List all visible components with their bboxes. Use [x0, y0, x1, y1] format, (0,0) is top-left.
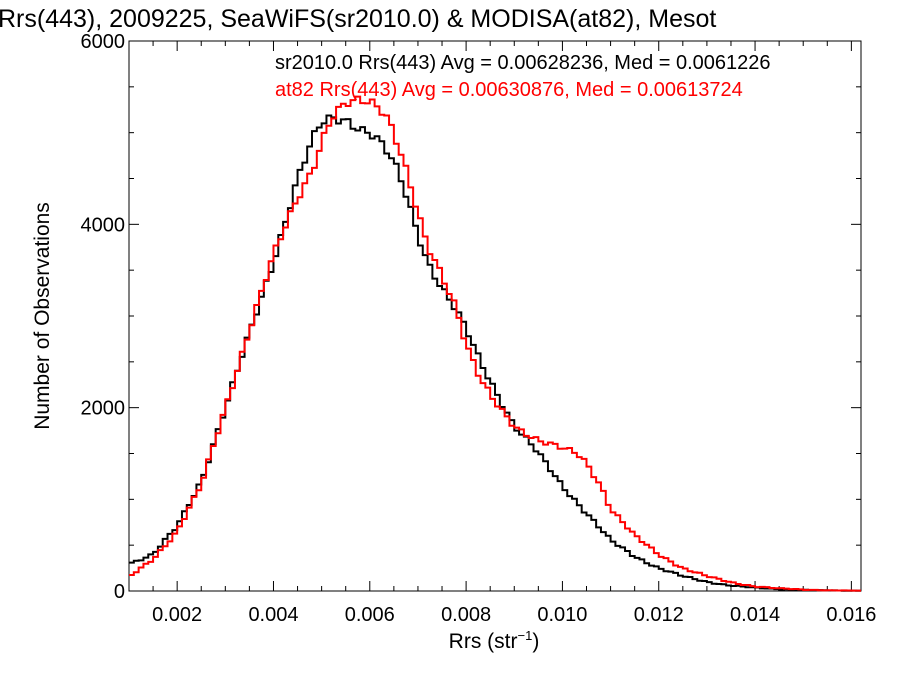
x-tick-label: 0.006 — [345, 604, 395, 626]
x-axis-label-close: ) — [532, 630, 539, 653]
chart-title: Rrs(443), 2009225, SeaWiFS(sr2010.0) & M… — [0, 5, 716, 33]
x-tick-label: 0.002 — [152, 604, 202, 626]
x-tick-label: 0.014 — [730, 604, 780, 626]
y-tick-label: 4000 — [81, 214, 126, 236]
x-tick-label: 0.010 — [537, 604, 587, 626]
x-axis-label-main: Rrs (str — [449, 630, 518, 653]
y-tick-label: 6000 — [81, 31, 126, 53]
y-tick-label: 0 — [114, 581, 125, 603]
series-line-at82 — [129, 95, 861, 592]
legend-entry-sr2010: sr2010.0 Rrs(443) Avg = 0.00628236, Med … — [275, 52, 771, 74]
plot-frame — [128, 40, 862, 592]
legend-entry-at82: at82 Rrs(443) Avg = 0.00630876, Med = 0.… — [275, 79, 743, 101]
x-axis-ticks: 0.002 0.004 0.006 0.008 0.010 0.012 0.014 0.016 — [128, 41, 876, 626]
y-axis-label: Number of Observations — [31, 202, 54, 430]
y-axis-ticks: 0 2000 4000 6000 — [81, 31, 861, 603]
x-tick-label: 0.008 — [441, 604, 491, 626]
x-tick-label: 0.016 — [826, 604, 876, 626]
x-tick-label: 0.012 — [634, 604, 684, 626]
y-tick-label: 2000 — [81, 398, 126, 420]
x-axis-label-superscript: −1 — [518, 628, 533, 643]
series-layer — [129, 95, 861, 592]
x-axis-label: Rrs (str−1) — [449, 628, 540, 653]
x-tick-label: 0.004 — [248, 604, 298, 626]
